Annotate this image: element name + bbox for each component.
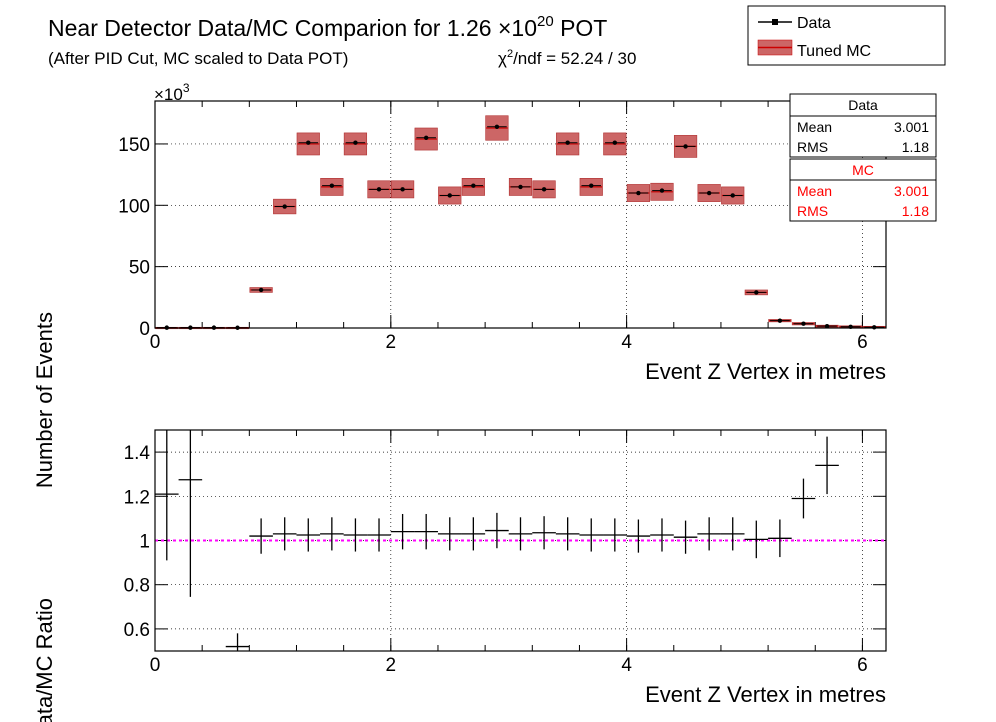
x-tick-label: 0 bbox=[150, 655, 161, 676]
stats-data-rms-value: 1.18 bbox=[902, 139, 929, 155]
data-point bbox=[824, 323, 830, 329]
bottom-y-axis-label: Data/MC Ratio bbox=[32, 598, 57, 722]
data-point bbox=[541, 187, 547, 192]
x-tick-label: 0 bbox=[150, 332, 161, 353]
data-point bbox=[801, 321, 806, 326]
x-tick-label: 4 bbox=[621, 332, 632, 353]
data-point bbox=[518, 184, 523, 190]
data-point bbox=[329, 183, 335, 188]
x-tick-label: 6 bbox=[857, 655, 868, 676]
data-point bbox=[447, 193, 452, 198]
stats-mc-rms-label: RMS bbox=[797, 203, 828, 219]
chart-title: Near Detector Data/MC Comparion for 1.26… bbox=[48, 13, 607, 41]
y-tick-label: 0 bbox=[139, 319, 150, 340]
stats-mc-rms-value: 1.18 bbox=[902, 203, 929, 219]
data-point bbox=[471, 183, 476, 188]
ratio-plot: 0 2 4 6 0.6 0.8 1 1.2 1.4 bbox=[124, 429, 887, 676]
stats-data-mean-label: Mean bbox=[797, 119, 832, 135]
data-point bbox=[494, 124, 500, 129]
data-point bbox=[353, 140, 358, 145]
data-point bbox=[683, 144, 688, 149]
data-point bbox=[777, 318, 783, 323]
data-point bbox=[706, 190, 712, 196]
stats-box-mc: MC Mean 3.001 RMS 1.18 bbox=[789, 158, 937, 222]
x-tick-label: 2 bbox=[386, 655, 397, 676]
data-point bbox=[423, 135, 429, 141]
data-point bbox=[659, 188, 665, 193]
y-tick-label: 1.2 bbox=[124, 487, 150, 508]
y-tick-label: 0.6 bbox=[124, 620, 150, 641]
data-point bbox=[306, 140, 311, 145]
stats-mc-mean-value: 3.001 bbox=[894, 183, 929, 199]
data-point bbox=[400, 187, 405, 192]
x-tick-label: 4 bbox=[621, 655, 632, 676]
top-y-axis-label: Number of Events bbox=[32, 312, 57, 488]
chi2-label: χ2/ndf = 52.24 / 30 bbox=[498, 48, 636, 68]
top-x-axis-label: Event Z Vertex in metres bbox=[645, 359, 886, 384]
y-tick-label: 1.4 bbox=[124, 443, 151, 464]
y-tick-label: 0.8 bbox=[124, 576, 150, 597]
stats-mc-title: MC bbox=[852, 162, 874, 178]
stats-data-mean-value: 3.001 bbox=[894, 119, 929, 135]
legend-mc-label: Tuned MC bbox=[797, 43, 871, 60]
data-point bbox=[589, 183, 594, 188]
legend-data-marker bbox=[772, 19, 778, 25]
top-plot: 0 2 4 6 0 50 100 150 bbox=[118, 100, 887, 353]
data-point bbox=[282, 204, 287, 209]
data-point bbox=[730, 193, 735, 198]
data-point bbox=[754, 290, 759, 295]
chart-subtitle: (After PID Cut, MC scaled to Data POT) bbox=[48, 49, 348, 68]
stats-mc-mean-label: Mean bbox=[797, 183, 832, 199]
y-tick-label: 150 bbox=[118, 135, 150, 156]
stats-data-rms-label: RMS bbox=[797, 139, 828, 155]
legend: Data Tuned MC bbox=[747, 5, 946, 66]
plot-frame bbox=[154, 429, 887, 652]
y-tick-label: 100 bbox=[118, 196, 150, 217]
data-point bbox=[872, 325, 877, 330]
y-tick-label: 50 bbox=[129, 258, 150, 279]
y-multiplier: ×103 bbox=[154, 81, 190, 104]
legend-data-label: Data bbox=[797, 15, 831, 32]
stats-data-title: Data bbox=[848, 97, 878, 113]
data-point bbox=[636, 190, 641, 196]
x-tick-label: 2 bbox=[386, 332, 397, 353]
x-tick-label: 6 bbox=[857, 332, 868, 353]
data-point bbox=[376, 187, 382, 192]
data-point bbox=[258, 287, 264, 293]
plot-area bbox=[155, 101, 886, 328]
data-point bbox=[565, 140, 570, 145]
y-tick-label: 1 bbox=[139, 532, 150, 553]
bottom-x-axis-label: Event Z Vertex in metres bbox=[645, 682, 886, 707]
stats-box-data: Data Mean 3.001 RMS 1.18 bbox=[789, 93, 937, 158]
data-point bbox=[612, 140, 618, 145]
